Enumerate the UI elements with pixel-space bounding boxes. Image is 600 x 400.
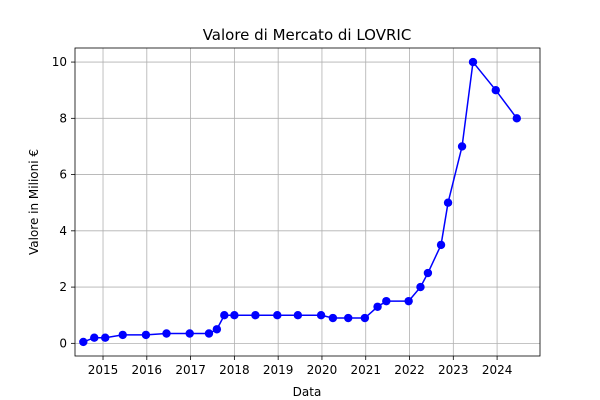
x-tick-label: 2024 bbox=[482, 363, 513, 377]
x-tick-label: 2018 bbox=[219, 363, 250, 377]
x-tick-label: 2019 bbox=[263, 363, 294, 377]
data-point bbox=[101, 333, 110, 342]
grid bbox=[75, 48, 540, 356]
data-point bbox=[316, 311, 326, 320]
data-point bbox=[230, 311, 239, 320]
data-point bbox=[382, 296, 391, 306]
data-point bbox=[423, 268, 433, 278]
data-point bbox=[79, 337, 88, 347]
y-tick-label: 8 bbox=[59, 111, 67, 125]
data-point bbox=[328, 313, 338, 323]
data-point bbox=[118, 330, 127, 340]
x-tick-label: 2016 bbox=[132, 363, 163, 377]
data-point bbox=[162, 329, 171, 338]
chart-title: Valore di Mercato di LOVRIC bbox=[203, 26, 412, 44]
data-point bbox=[141, 330, 151, 340]
data-point bbox=[293, 311, 303, 320]
y-tick-label: 10 bbox=[52, 55, 67, 69]
data-point bbox=[273, 311, 282, 320]
series bbox=[79, 57, 521, 347]
x-tick-label: 2015 bbox=[88, 363, 119, 377]
y-tick-label: 0 bbox=[59, 336, 67, 350]
data-point bbox=[436, 240, 446, 250]
x-axis-label: Data bbox=[293, 385, 322, 399]
x-tick-label: 2021 bbox=[350, 363, 381, 377]
x-tick-label: 2017 bbox=[175, 363, 206, 377]
data-point bbox=[344, 313, 353, 323]
x-tick-label: 2020 bbox=[307, 363, 338, 377]
data-point bbox=[373, 302, 382, 311]
y-tick-label: 4 bbox=[59, 224, 67, 238]
data-point bbox=[491, 85, 500, 95]
plot-frame bbox=[74, 47, 541, 357]
data-point bbox=[404, 296, 413, 306]
data-point bbox=[90, 333, 99, 342]
data-point bbox=[468, 57, 478, 67]
y-axis: 0 2 4 6 8 10 bbox=[52, 55, 75, 350]
x-axis: 2015 2016 2017 2018 2019 2020 2021 2022 2023 2024 bbox=[88, 356, 513, 377]
y-tick-label: 6 bbox=[59, 168, 67, 182]
data-point bbox=[204, 329, 214, 338]
data-point bbox=[416, 282, 425, 292]
data-point bbox=[185, 329, 194, 338]
data-point bbox=[443, 198, 453, 207]
data-point bbox=[457, 142, 467, 151]
data-point bbox=[220, 311, 229, 320]
x-tick-label: 2022 bbox=[394, 363, 425, 377]
x-tick-label: 2023 bbox=[438, 363, 469, 377]
data-point bbox=[251, 311, 260, 320]
data-point bbox=[212, 325, 222, 334]
y-axis-label: Valore in Milioni € bbox=[27, 149, 41, 255]
data-point bbox=[360, 313, 370, 323]
y-tick-label: 2 bbox=[59, 280, 67, 294]
data-point bbox=[512, 114, 521, 123]
